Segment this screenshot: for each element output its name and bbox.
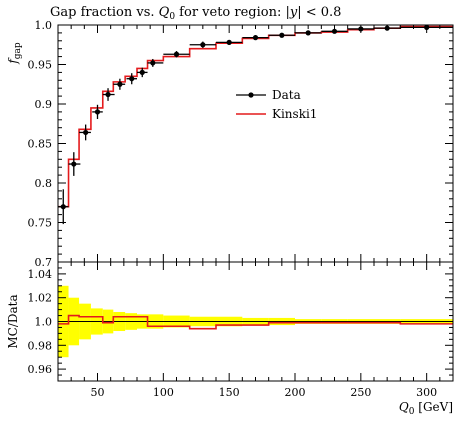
x-tick-label: 200 <box>285 386 306 399</box>
data-point-marker <box>139 69 145 75</box>
chart-title: Gap fraction vs. Q0 for veto region: |y|… <box>50 5 341 22</box>
x-tick-label: 150 <box>219 386 240 399</box>
data-point-marker <box>173 51 180 57</box>
ratio-y-axis-label: MC/Data <box>6 294 20 348</box>
data-point-marker <box>83 129 89 136</box>
ratio-y-tick-label: 1.0 <box>35 316 53 329</box>
data-point-marker <box>71 161 77 167</box>
x-tick-label: 250 <box>350 386 371 399</box>
data-point <box>102 88 115 101</box>
data-point-marker <box>226 39 232 45</box>
series-data-points <box>58 24 453 225</box>
data-point <box>189 41 216 48</box>
y-axis-label: fgap <box>6 42 23 65</box>
main-plot-frame <box>57 24 454 263</box>
data-point-marker <box>252 35 259 41</box>
data-point <box>242 35 269 41</box>
legend: Data Kinski1 <box>236 88 317 121</box>
data-point <box>113 78 126 90</box>
data-point-marker <box>331 28 338 34</box>
data-point <box>295 30 322 36</box>
data-point <box>92 104 103 120</box>
x-axis-label: Q0 [GeV] <box>399 400 453 417</box>
data-point-marker <box>105 91 111 98</box>
legend-data-marker <box>248 92 254 98</box>
series-kinski1-line <box>58 25 453 208</box>
data-point-marker <box>200 42 206 48</box>
data-point <box>126 73 137 85</box>
ratio-y-tick-label: 1.04 <box>28 268 53 281</box>
x-tick-label: 300 <box>416 386 437 399</box>
data-point-marker <box>60 204 66 210</box>
y-tick-label: 0.8 <box>35 177 53 190</box>
y-tick-label: 0.85 <box>28 138 53 151</box>
data-point <box>147 58 164 67</box>
data-point <box>68 152 81 176</box>
data-point-marker <box>150 60 156 66</box>
data-point-marker <box>305 30 311 36</box>
data-point-marker <box>117 81 123 87</box>
data-point-marker <box>279 32 285 38</box>
y-tick-label: 1.0 <box>35 19 53 32</box>
y-tick-label: 0.95 <box>28 59 53 72</box>
ratio-y-tick-label: 1.02 <box>28 292 53 305</box>
data-point-marker <box>94 109 101 115</box>
x-tick-label: 100 <box>153 386 174 399</box>
legend-label-data: Data <box>272 88 301 102</box>
ratio-y-tick-label: 0.98 <box>28 339 53 352</box>
data-point <box>321 28 348 34</box>
data-point <box>79 124 91 141</box>
ratio-kinski1-line <box>58 314 453 330</box>
y-tick-label: 0.7 <box>35 256 53 269</box>
data-point <box>268 32 295 38</box>
legend-label-kinski1: Kinski1 <box>272 107 317 121</box>
y-tick-label: 0.75 <box>28 217 53 230</box>
data-point <box>137 67 148 78</box>
data-point <box>216 39 243 45</box>
ratio-y-tick-label: 0.96 <box>28 363 53 376</box>
x-tick-label: 50 <box>91 386 105 399</box>
data-point <box>163 51 190 58</box>
data-point-marker <box>129 76 135 82</box>
y-tick-label: 0.9 <box>35 98 53 111</box>
